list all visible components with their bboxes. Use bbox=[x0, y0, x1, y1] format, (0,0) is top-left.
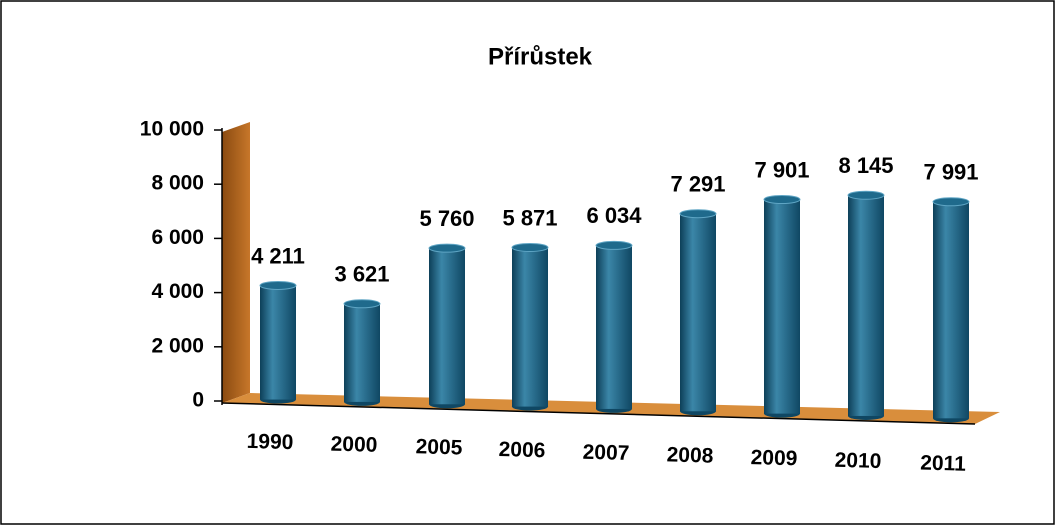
bar bbox=[764, 199, 800, 414]
value-label: 5 760 bbox=[419, 206, 474, 231]
bar-top bbox=[847, 190, 885, 200]
value-label: 7 901 bbox=[754, 157, 809, 182]
bar bbox=[680, 213, 716, 412]
x-axis bbox=[221, 402, 976, 425]
value-label: 5 871 bbox=[502, 205, 557, 230]
bar bbox=[512, 247, 548, 407]
x-tick-label: 2011 bbox=[920, 452, 967, 476]
bar bbox=[596, 245, 632, 409]
bar bbox=[260, 285, 296, 400]
x-tick-label: 2010 bbox=[834, 449, 881, 473]
value-label: 8 145 bbox=[838, 153, 893, 178]
chart-title: Přírůstek bbox=[488, 43, 593, 70]
bar-top bbox=[679, 209, 717, 219]
x-tick-label: 2000 bbox=[330, 433, 377, 457]
x-tick-label: 1990 bbox=[246, 430, 293, 454]
value-label: 4 211 bbox=[251, 243, 305, 268]
x-tick-label: 2006 bbox=[498, 438, 545, 462]
value-label: 7 991 bbox=[923, 160, 978, 185]
bar-top bbox=[595, 240, 633, 250]
bar-top bbox=[259, 280, 297, 290]
back-wall bbox=[222, 122, 250, 403]
y-tick-label: 4 000 bbox=[151, 280, 204, 303]
x-tick-label: 2008 bbox=[666, 443, 714, 467]
bar-top bbox=[932, 197, 970, 207]
bar-top bbox=[763, 195, 801, 205]
y-tick-label: 10 000 bbox=[140, 118, 204, 141]
x-tick-label: 2007 bbox=[582, 441, 629, 465]
bar bbox=[848, 195, 884, 416]
bar-top bbox=[428, 243, 466, 253]
bar bbox=[429, 248, 465, 405]
y-tick-label: 8 000 bbox=[151, 172, 204, 195]
value-label: 3 621 bbox=[334, 262, 389, 287]
y-tick-label: 0 bbox=[192, 389, 204, 412]
y-tick-label: 2 000 bbox=[151, 334, 204, 357]
value-label: 7 291 bbox=[670, 172, 725, 197]
bar bbox=[933, 201, 969, 419]
y-tick-label: 6 000 bbox=[151, 226, 204, 249]
value-label: 6 034 bbox=[586, 203, 642, 228]
bar-top bbox=[343, 299, 381, 309]
x-tick-label: 2005 bbox=[415, 435, 463, 459]
bar bbox=[344, 303, 380, 402]
x-tick-label: 2009 bbox=[750, 446, 797, 470]
bar-top bbox=[511, 242, 549, 252]
